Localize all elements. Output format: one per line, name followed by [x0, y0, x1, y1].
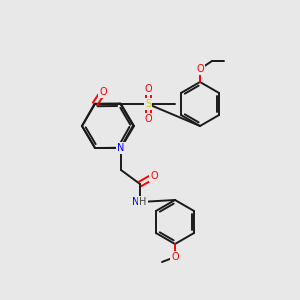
Text: O: O [144, 84, 152, 94]
Text: N: N [132, 197, 140, 207]
Text: O: O [171, 252, 179, 262]
Text: O: O [150, 171, 158, 181]
Text: O: O [144, 114, 152, 124]
Text: S: S [145, 99, 151, 109]
Text: N: N [117, 143, 125, 153]
Text: H: H [139, 197, 147, 207]
Text: O: O [99, 87, 107, 97]
Text: O: O [196, 64, 204, 74]
